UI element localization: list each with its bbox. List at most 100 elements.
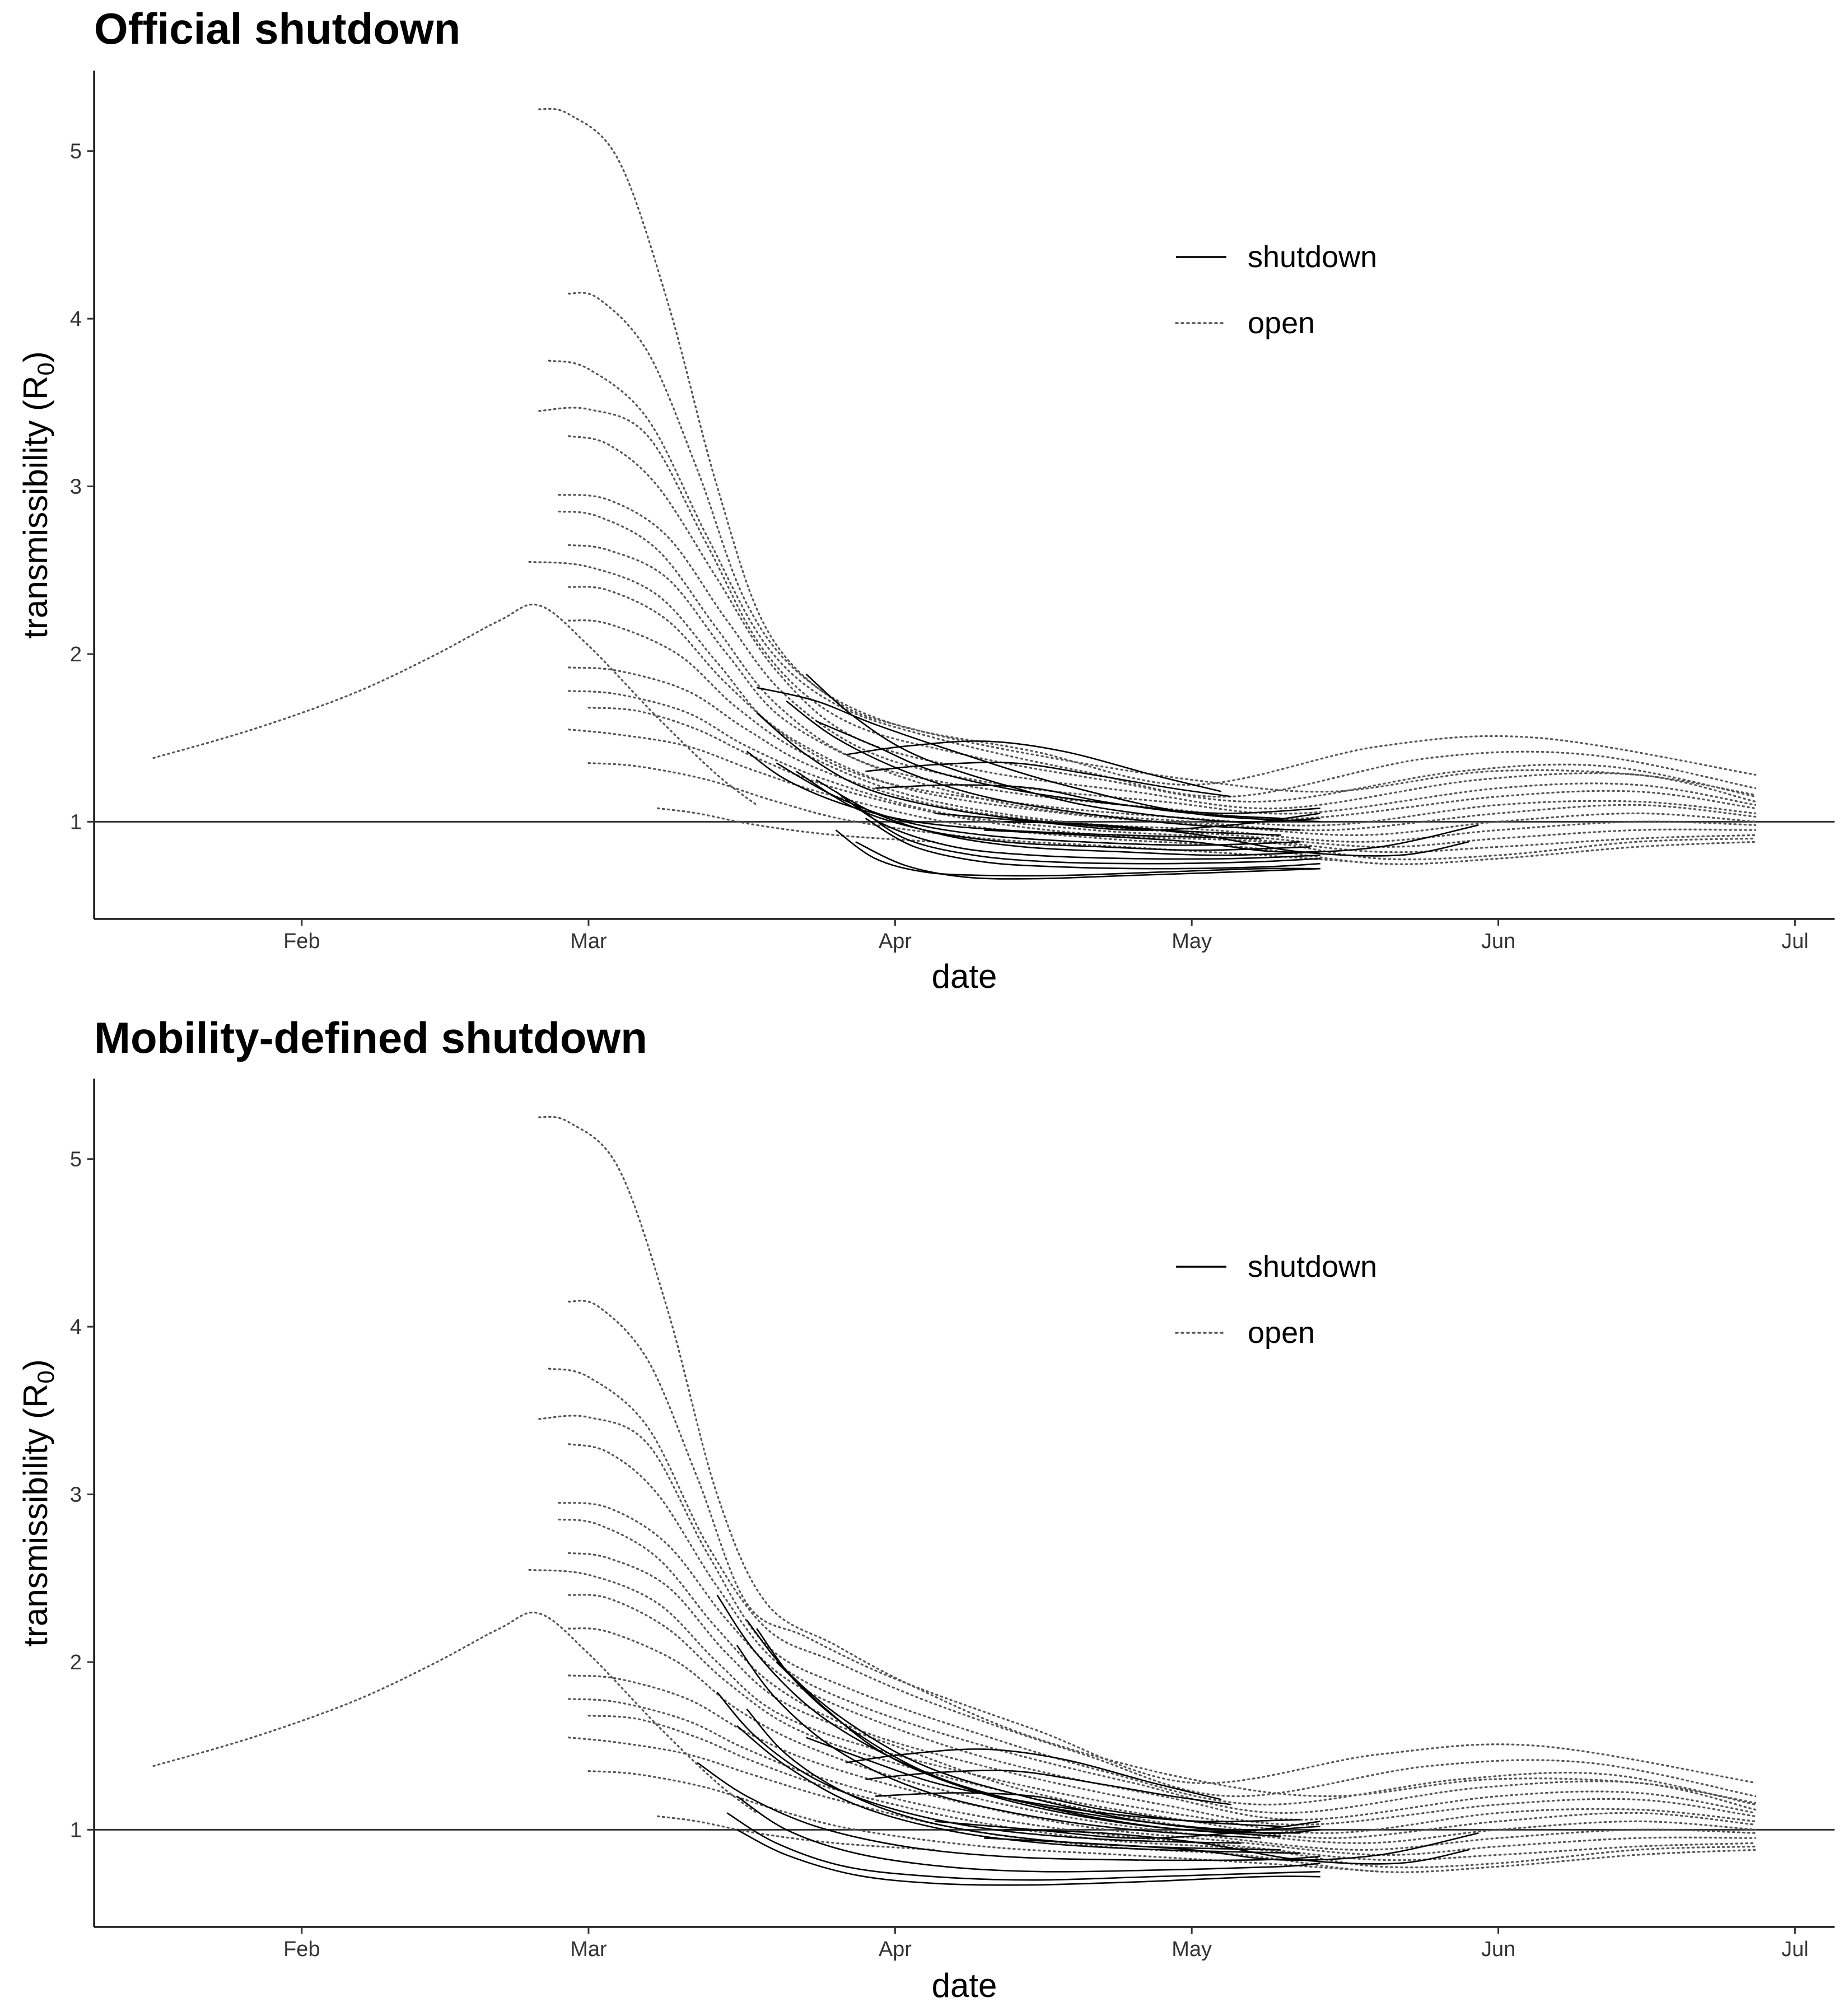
shutdown-series-line [697, 1762, 1320, 1861]
open-series-group [152, 1116, 1757, 1873]
shutdown-series-line [934, 1821, 1320, 1839]
shutdown-series-line [855, 804, 1320, 865]
shutdown-series-line [865, 1770, 1231, 1805]
shutdown-series-line [875, 1792, 1281, 1827]
y-ticks: 1 2 3 4 5 [70, 1148, 94, 1842]
shutdown-series-line [984, 824, 1479, 853]
open-series-line [558, 1518, 1757, 1826]
shutdown-series-line [855, 841, 1320, 880]
shutdown-series-line [845, 740, 1222, 792]
x-tick-label: Jul [1781, 1938, 1809, 1961]
chart-title: Official shutdown [94, 4, 460, 53]
open-series-line [528, 561, 1757, 827]
legend-label-shutdown: shutdown [1248, 1250, 1377, 1284]
shutdown-series-line [756, 712, 1281, 836]
open-series-line [587, 1770, 1381, 1873]
shutdown-series-line [1004, 1829, 1469, 1865]
x-tick-label: Mar [570, 930, 607, 953]
shutdown-series-line [835, 791, 1320, 860]
legend-label-open: open [1248, 306, 1315, 340]
open-series-line [587, 762, 1381, 865]
y-tick-label: 3 [70, 1483, 82, 1507]
shutdown-series-line [934, 813, 1320, 831]
y-tick-label: 2 [70, 1651, 82, 1674]
x-tick-label: Jun [1481, 930, 1515, 953]
open-series-line [568, 586, 1757, 836]
y-axis-title-main: transmissibility (R [17, 376, 54, 639]
open-series-line [568, 729, 1757, 865]
open-series-line [568, 1594, 1757, 1844]
chart-panel-official: Official shutdown 1 2 3 4 5 Feb Mar Apr May Jun J… [17, 4, 1835, 995]
shutdown-series-line [776, 762, 1301, 846]
x-tick-label: Apr [879, 1938, 912, 1961]
open-series-line [558, 493, 1757, 815]
open-series-line [568, 1443, 1757, 1814]
legend: shutdown open [1175, 240, 1377, 340]
shutdown-series-line [865, 762, 1231, 797]
x-tick-label: Apr [879, 930, 912, 953]
shutdown-series-line [736, 1645, 1261, 1839]
shutdown-series-line [796, 771, 1311, 851]
legend-label-shutdown: shutdown [1248, 240, 1377, 274]
y-tick-label: 1 [70, 1818, 82, 1842]
open-series-line [568, 1627, 1757, 1851]
shutdown-series-group [746, 673, 1479, 880]
shutdown-series-line [726, 1812, 1320, 1881]
open-series-line [657, 1815, 936, 1851]
y-tick-label: 4 [70, 307, 82, 331]
open-series-line [568, 1552, 1757, 1839]
y-tick-label: 5 [70, 1148, 82, 1172]
open-series-line [538, 407, 1757, 803]
y-axis-title-subscript: 0 [32, 362, 59, 375]
y-axis-title: transmissibility (R0) [17, 351, 59, 638]
x-tick-label: May [1172, 930, 1212, 953]
open-series-line [528, 1569, 1757, 1834]
open-series-line [538, 1116, 1757, 1804]
x-ticks: Feb Mar Apr May Jun Jul [283, 919, 1809, 953]
chart-panel-mobility: Mobility-defined shutdown 1 2 3 4 5 Feb Mar Ap… [17, 1013, 1835, 2004]
open-series-line [538, 108, 1757, 796]
open-series-line [152, 603, 758, 806]
y-axis-title-subscript: 0 [32, 1370, 59, 1383]
open-series-line [587, 1715, 1757, 1869]
shutdown-series-line [875, 784, 1281, 819]
open-series-line [568, 690, 1757, 853]
legend-label-open: open [1248, 1316, 1315, 1350]
open-series-line [548, 360, 1757, 798]
shutdown-series-group [697, 1594, 1479, 1886]
shutdown-series-line [815, 720, 1320, 814]
shutdown-series-line [805, 673, 1320, 823]
x-tick-label: Feb [283, 1938, 320, 1961]
open-series-line [568, 435, 1757, 810]
open-series-line [568, 619, 1757, 843]
chart-title: Mobility-defined shutdown [94, 1013, 647, 1062]
open-series-line [538, 1415, 1757, 1806]
open-series-line [568, 544, 1757, 832]
shutdown-series-line [984, 1832, 1479, 1861]
y-axis-title: transmissibility (R0) [17, 1359, 59, 1646]
x-axis-title: date [932, 958, 997, 995]
shutdown-series-line [776, 1661, 1301, 1834]
shutdown-series-line [835, 829, 1320, 877]
y-tick-label: 4 [70, 1315, 82, 1339]
shutdown-series-line [736, 1829, 1320, 1886]
open-series-line [548, 1368, 1757, 1798]
x-tick-label: Jul [1781, 930, 1809, 953]
open-series-line [152, 1611, 758, 1814]
shutdown-series-line [845, 1748, 1222, 1800]
open-series-line [568, 292, 1757, 786]
x-tick-label: Jun [1481, 1938, 1515, 1961]
open-series-line [568, 1737, 1757, 1873]
y-tick-label: 2 [70, 643, 82, 666]
shutdown-series-line [806, 1737, 1301, 1823]
x-tick-label: May [1172, 1938, 1212, 1961]
open-series-line [657, 807, 936, 843]
y-axis-title-close: ) [17, 1359, 54, 1370]
open-series-line [568, 1300, 1757, 1784]
y-tick-label: 5 [70, 140, 82, 164]
shutdown-series-line [716, 1691, 1242, 1844]
shutdown-series-line [865, 818, 1320, 870]
y-tick-label: 3 [70, 475, 82, 499]
shutdown-series-line [746, 750, 1261, 839]
shutdown-series-line [815, 779, 1320, 856]
